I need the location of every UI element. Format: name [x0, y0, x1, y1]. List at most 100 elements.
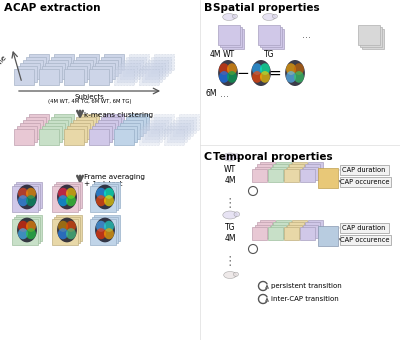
Ellipse shape: [17, 218, 37, 242]
FancyBboxPatch shape: [340, 165, 388, 174]
Text: k-means clustering: k-means clustering: [84, 112, 153, 118]
FancyBboxPatch shape: [54, 114, 74, 130]
FancyBboxPatch shape: [270, 167, 286, 180]
Ellipse shape: [223, 153, 237, 161]
Text: C: C: [204, 152, 212, 162]
Ellipse shape: [224, 272, 236, 278]
FancyBboxPatch shape: [73, 60, 93, 76]
Text: inter-CAP transition: inter-CAP transition: [271, 296, 339, 302]
FancyBboxPatch shape: [164, 129, 184, 145]
Ellipse shape: [104, 228, 114, 239]
Ellipse shape: [18, 188, 28, 199]
FancyBboxPatch shape: [308, 162, 322, 174]
FancyBboxPatch shape: [67, 66, 87, 82]
FancyBboxPatch shape: [252, 169, 267, 182]
FancyBboxPatch shape: [179, 114, 199, 130]
FancyBboxPatch shape: [114, 69, 134, 85]
FancyBboxPatch shape: [300, 169, 315, 182]
FancyBboxPatch shape: [260, 220, 274, 233]
FancyBboxPatch shape: [73, 120, 93, 136]
FancyBboxPatch shape: [139, 129, 159, 145]
FancyBboxPatch shape: [260, 27, 282, 47]
FancyBboxPatch shape: [358, 25, 380, 45]
FancyBboxPatch shape: [126, 117, 146, 133]
FancyBboxPatch shape: [289, 222, 304, 235]
Text: Frame averaging
+ 1s t-test: Frame averaging + 1s t-test: [84, 173, 145, 187]
FancyBboxPatch shape: [89, 69, 109, 85]
Text: CAP occurence: CAP occurence: [340, 178, 390, 185]
FancyBboxPatch shape: [176, 117, 196, 133]
Ellipse shape: [96, 228, 106, 239]
Ellipse shape: [104, 195, 114, 206]
FancyBboxPatch shape: [262, 29, 284, 49]
Ellipse shape: [251, 60, 271, 86]
FancyBboxPatch shape: [14, 129, 34, 145]
FancyBboxPatch shape: [257, 164, 272, 177]
FancyBboxPatch shape: [300, 227, 315, 240]
FancyBboxPatch shape: [95, 63, 115, 79]
FancyBboxPatch shape: [79, 114, 99, 130]
Ellipse shape: [26, 228, 36, 239]
FancyBboxPatch shape: [26, 117, 46, 133]
FancyBboxPatch shape: [70, 123, 90, 139]
Text: TG
4M: TG 4M: [224, 223, 236, 243]
Text: −: −: [237, 66, 249, 81]
FancyBboxPatch shape: [362, 29, 384, 49]
FancyBboxPatch shape: [289, 164, 304, 177]
Ellipse shape: [294, 71, 304, 83]
Ellipse shape: [260, 63, 270, 75]
Circle shape: [248, 187, 258, 196]
FancyBboxPatch shape: [170, 123, 190, 139]
Ellipse shape: [223, 211, 237, 219]
FancyBboxPatch shape: [117, 126, 137, 142]
FancyBboxPatch shape: [29, 54, 49, 70]
FancyBboxPatch shape: [284, 227, 299, 240]
Ellipse shape: [286, 71, 296, 83]
FancyBboxPatch shape: [218, 25, 240, 45]
Ellipse shape: [96, 188, 106, 199]
FancyBboxPatch shape: [54, 217, 80, 243]
Text: (4M WT, 4M TG, 6M WT, 6M TG): (4M WT, 4M TG, 6M WT, 6M TG): [48, 99, 131, 104]
FancyBboxPatch shape: [52, 219, 78, 245]
Ellipse shape: [57, 218, 77, 242]
Text: 4M: 4M: [210, 50, 222, 59]
Text: CAP occurence: CAP occurence: [340, 237, 390, 242]
Ellipse shape: [223, 14, 235, 20]
FancyBboxPatch shape: [104, 114, 124, 130]
FancyBboxPatch shape: [90, 219, 116, 245]
FancyBboxPatch shape: [42, 66, 62, 82]
Text: 6M: 6M: [206, 89, 218, 98]
FancyBboxPatch shape: [42, 126, 62, 142]
Text: Spatial properties: Spatial properties: [213, 3, 320, 13]
FancyBboxPatch shape: [64, 69, 84, 85]
FancyBboxPatch shape: [258, 25, 280, 45]
Ellipse shape: [95, 185, 115, 209]
FancyBboxPatch shape: [318, 168, 338, 188]
Ellipse shape: [96, 221, 106, 232]
FancyBboxPatch shape: [142, 66, 162, 82]
FancyBboxPatch shape: [14, 69, 34, 85]
FancyBboxPatch shape: [126, 57, 146, 73]
Ellipse shape: [26, 221, 36, 232]
FancyBboxPatch shape: [145, 63, 165, 79]
FancyBboxPatch shape: [56, 215, 82, 241]
FancyBboxPatch shape: [302, 224, 318, 238]
FancyBboxPatch shape: [48, 120, 68, 136]
FancyBboxPatch shape: [257, 222, 272, 235]
FancyBboxPatch shape: [16, 215, 42, 241]
FancyBboxPatch shape: [54, 184, 80, 210]
FancyBboxPatch shape: [95, 123, 115, 139]
Ellipse shape: [17, 185, 37, 209]
FancyBboxPatch shape: [17, 126, 37, 142]
FancyBboxPatch shape: [23, 120, 43, 136]
FancyBboxPatch shape: [270, 224, 286, 238]
FancyBboxPatch shape: [220, 27, 242, 47]
FancyBboxPatch shape: [76, 57, 96, 73]
FancyBboxPatch shape: [104, 54, 124, 70]
FancyBboxPatch shape: [29, 114, 49, 130]
FancyBboxPatch shape: [145, 123, 165, 139]
FancyBboxPatch shape: [284, 169, 299, 182]
FancyBboxPatch shape: [45, 123, 65, 139]
Text: persistent transition: persistent transition: [271, 283, 342, 289]
FancyBboxPatch shape: [16, 182, 42, 208]
